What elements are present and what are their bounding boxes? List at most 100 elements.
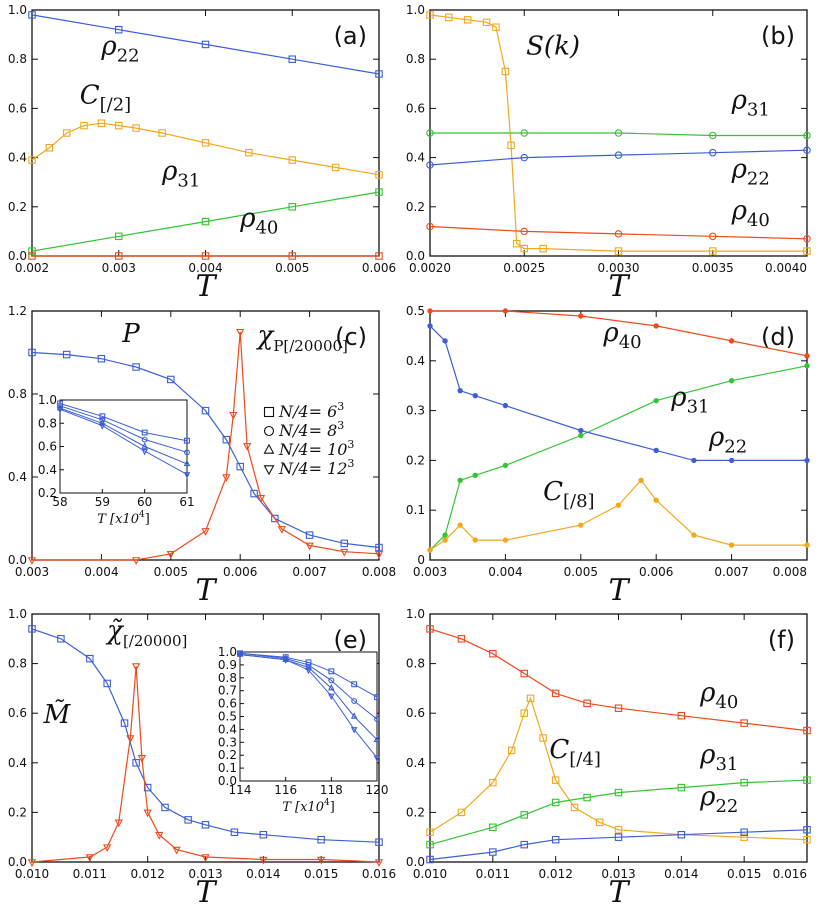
- data-point: [28, 252, 36, 260]
- annotation-3: ρ22: [699, 782, 738, 817]
- inset-data-point: [141, 448, 148, 456]
- data-point: [426, 11, 434, 19]
- data-point: [472, 472, 478, 479]
- data-point: [374, 859, 384, 867]
- inset-series-line: [239, 652, 378, 720]
- inset-data-point: [374, 716, 380, 723]
- inset-x-label-end: ]: [330, 800, 335, 815]
- inset-x-label-main: T [x10: [97, 512, 139, 527]
- series-rho40: [427, 308, 810, 359]
- inset: 58 59 60 61 0.2 0.4 0.6 0.8 1.0 T [x104]: [38, 393, 195, 527]
- series-C[/8]: [427, 477, 810, 553]
- y-tick-label: 0.6: [8, 706, 27, 720]
- data-point: [803, 247, 811, 255]
- series-rho40: [426, 222, 811, 243]
- data-point: [166, 550, 175, 559]
- inset-x-tick-label: 116: [274, 783, 297, 797]
- annotation-1: χ̃[/20000]: [105, 616, 187, 650]
- annotation-0: S(k): [526, 31, 580, 61]
- data-point: [305, 542, 314, 551]
- annotation-2: ρ22: [731, 154, 770, 189]
- series-chi_P[/20000]: [27, 328, 384, 565]
- data-point: [427, 323, 433, 329]
- data-point: [708, 148, 717, 157]
- data-point: [551, 776, 560, 784]
- inset-y-tick-label: 0.2: [38, 486, 57, 500]
- annotation-1-sub: [/20000]: [123, 632, 187, 650]
- data-point: [57, 635, 65, 643]
- x-tick-label: 0.013: [188, 867, 222, 881]
- inset-y-tick-label: 0.9: [218, 658, 237, 672]
- series-rho40: [426, 625, 811, 735]
- data-point: [115, 121, 123, 130]
- data-point: [614, 788, 623, 797]
- y-tick-label: 1.2: [8, 304, 27, 318]
- data-point: [375, 838, 383, 846]
- series-S(k): [426, 11, 811, 255]
- x-tick-label: 0.005: [154, 565, 188, 579]
- data-point: [740, 833, 748, 841]
- data-point: [426, 161, 434, 169]
- inset-data-point: [184, 437, 190, 444]
- y-tick-label: 0.5: [406, 304, 425, 318]
- data-point: [804, 542, 810, 548]
- data-point: [288, 252, 296, 260]
- y-tick-label: 0.2: [8, 200, 27, 214]
- y-tick-label: 0.8: [406, 52, 425, 66]
- y-tick-label: 1.0: [8, 607, 27, 621]
- series-rho31: [427, 363, 810, 553]
- data-point: [45, 144, 54, 152]
- y-tick-label: 0.2: [406, 453, 425, 467]
- data-point: [740, 719, 748, 727]
- data-point: [539, 734, 547, 742]
- x-tick-label: 0.014: [664, 867, 698, 881]
- annotation-0-main: P: [121, 319, 140, 349]
- data-point: [489, 823, 497, 832]
- inset-series-line: [59, 403, 188, 442]
- annotation-3: C[/8]: [543, 477, 594, 512]
- x-tick-label: 0.008: [362, 565, 396, 579]
- series-line: [429, 325, 807, 461]
- data-point: [526, 694, 535, 703]
- data-point: [27, 557, 37, 565]
- data-point: [502, 402, 509, 409]
- inset-y-tick-label: 0.8: [218, 671, 237, 685]
- annotation-2: ρ31: [161, 157, 200, 192]
- y-tick-label: 0.4: [8, 470, 27, 484]
- inset-data-point: [99, 423, 106, 430]
- data-point: [614, 833, 623, 841]
- data-point: [201, 854, 210, 863]
- annotation-2-sub: 31: [715, 754, 738, 775]
- data-point: [520, 153, 528, 162]
- data-point: [28, 247, 36, 255]
- inset-data-point: [141, 436, 148, 443]
- data-point: [614, 230, 623, 238]
- data-point: [551, 835, 560, 844]
- annotation-3: ρ40: [731, 196, 770, 231]
- panel-a: 0.002 0.003 0.004 0.005 0.006 0.0 0.2 0.4 0.6 0.8…: [8, 3, 396, 304]
- data-point: [243, 443, 252, 451]
- data-point: [115, 25, 123, 34]
- inset-data-point: [328, 683, 335, 691]
- y-tick-label: 0.2: [406, 805, 425, 819]
- data-point: [457, 808, 466, 817]
- legend-label: N/4= 63: [278, 400, 344, 421]
- data-point: [85, 854, 94, 863]
- x-axis-label: T: [195, 573, 217, 608]
- x-tick-label: 0.007: [714, 565, 748, 579]
- annotation-2: ρ31: [699, 740, 738, 775]
- inset-data-point: [351, 681, 358, 688]
- data-point: [578, 432, 584, 439]
- y-tick-label: 0.2: [406, 200, 425, 214]
- panel-label: (e): [334, 626, 368, 654]
- data-point: [230, 828, 239, 836]
- x-tick-label: 0.011: [73, 867, 107, 881]
- panel-label: (d): [761, 323, 795, 351]
- data-point: [803, 835, 811, 844]
- data-point: [614, 129, 623, 137]
- inset-x-tick-label: 61: [179, 495, 194, 509]
- inset-data-point: [328, 693, 335, 701]
- data-point: [653, 323, 659, 329]
- data-point: [691, 457, 697, 464]
